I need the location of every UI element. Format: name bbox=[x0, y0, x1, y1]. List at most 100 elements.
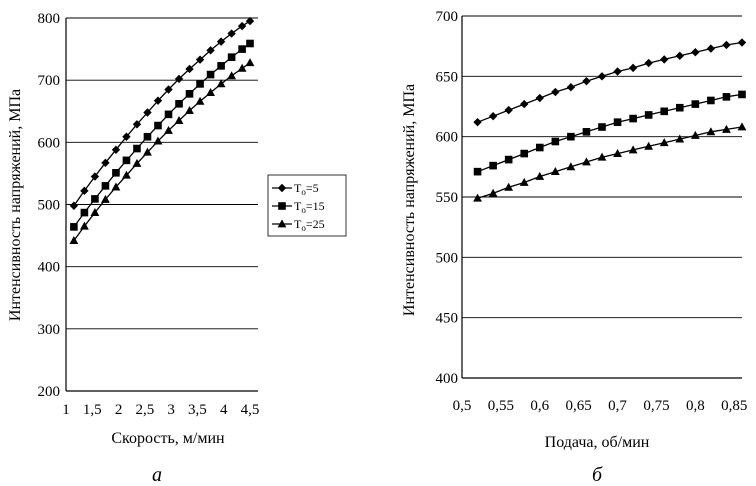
b-series-2-point bbox=[690, 130, 700, 139]
a-x-tick-label: 2 bbox=[115, 402, 123, 418]
b-series-2-point bbox=[582, 157, 591, 166]
legend-label-t25-sub: o bbox=[301, 223, 306, 233]
a-series-0-point bbox=[185, 64, 194, 74]
a-series-0-point bbox=[195, 55, 205, 64]
a-gridlines bbox=[66, 17, 258, 330]
b-series-2-point bbox=[597, 152, 607, 161]
a-series-2-point bbox=[143, 147, 152, 156]
b-series-2-point bbox=[504, 182, 514, 191]
b-x-tick-label: 0,85 bbox=[721, 398, 747, 414]
a-series-0-point bbox=[80, 186, 89, 196]
a-series-1-point bbox=[112, 168, 120, 177]
b-y-axis-title: Интенсивность напряжений, МПа bbox=[401, 84, 418, 316]
b-series-0-point bbox=[706, 44, 716, 53]
legend-label-t15: To=15 bbox=[294, 199, 325, 215]
a-x-tick-label: 4 bbox=[220, 402, 228, 418]
b-x-tick-label: 0,55 bbox=[488, 398, 514, 414]
b-series-0-line bbox=[477, 41, 743, 123]
b-series-1-point bbox=[629, 114, 637, 123]
b-series-1-line bbox=[477, 93, 743, 173]
a-series-2-point bbox=[153, 136, 163, 145]
a-series-1-point bbox=[246, 39, 254, 48]
a-series-group bbox=[69, 16, 255, 244]
b-series-0-point bbox=[504, 105, 513, 115]
b-series-2-point bbox=[473, 193, 482, 202]
a-series-0-point bbox=[227, 29, 236, 38]
a-panel-letter: а bbox=[152, 464, 162, 486]
a-series-2-point bbox=[216, 79, 226, 88]
a-series-2-point bbox=[185, 106, 194, 115]
a-series-0-line bbox=[73, 20, 251, 207]
a-y-tick-label: 400 bbox=[38, 260, 61, 276]
a-series-1-point bbox=[154, 121, 162, 130]
a-series-1-point bbox=[143, 132, 152, 141]
b-series-2-point bbox=[706, 127, 716, 136]
a-series-1-point bbox=[227, 53, 236, 61]
a-x-tick-label: 2,5 bbox=[135, 402, 154, 418]
a-series-2-point bbox=[174, 115, 184, 124]
b-series-0-point bbox=[551, 87, 560, 97]
a-series-1-point bbox=[133, 144, 141, 153]
b-series-1-point bbox=[707, 96, 715, 105]
a-series-2-point bbox=[111, 182, 121, 191]
b-series-2-point bbox=[519, 177, 529, 186]
legend-diamond-icon bbox=[277, 183, 287, 193]
b-y-tick-label: 400 bbox=[436, 371, 459, 387]
b-series-0-point bbox=[582, 76, 591, 86]
a-series-1-point bbox=[206, 70, 215, 79]
a-series-2-point bbox=[245, 58, 255, 67]
a-series-1-point bbox=[175, 99, 183, 108]
a-series-0-point bbox=[153, 96, 163, 105]
legend-label-t5-sub: o bbox=[301, 187, 306, 197]
b-series-1-point bbox=[738, 90, 746, 99]
b-series-0-point bbox=[737, 38, 747, 47]
legend-triangle-icon bbox=[277, 219, 287, 228]
a-series-0-point bbox=[164, 85, 173, 94]
b-x-tick-label: 0,5 bbox=[453, 398, 472, 414]
a-series-1-point bbox=[70, 223, 78, 231]
legend-entry-t25: To=25 bbox=[272, 217, 325, 233]
a-series-2-point bbox=[206, 88, 215, 96]
a-x-tick-label: 4,5 bbox=[241, 402, 260, 418]
b-series-0-point bbox=[473, 117, 482, 127]
a-series-1-point bbox=[80, 208, 89, 217]
b-series-1-point bbox=[567, 132, 575, 141]
a-series-1-point bbox=[101, 182, 110, 190]
a-series-2-point bbox=[195, 96, 205, 105]
legend-triangle-marker bbox=[277, 219, 287, 228]
a-series-0-point bbox=[101, 158, 110, 168]
legend-entry-t5: To=5 bbox=[272, 181, 319, 197]
a-series-1-point bbox=[185, 90, 194, 98]
b-series-1-point bbox=[473, 167, 482, 176]
b-series-0-point bbox=[691, 48, 700, 57]
b-series-2-point bbox=[722, 124, 731, 133]
b-series-1-point bbox=[644, 111, 653, 119]
b-series-0-point bbox=[520, 99, 529, 109]
a-x-tick-label: 3 bbox=[167, 402, 175, 418]
a-y-tick-label: 600 bbox=[38, 135, 61, 151]
b-x-tick-label: 0,65 bbox=[566, 398, 592, 414]
a-x-tick-labels: 1 1,5 2 2,5 3 3,5 4 4,5 bbox=[62, 402, 259, 418]
a-x-tick-label: 1,5 bbox=[83, 402, 102, 418]
b-y-tick-label: 500 bbox=[436, 250, 459, 266]
b-x-tick-label: 0,6 bbox=[530, 398, 549, 414]
b-series-0-point bbox=[660, 55, 669, 64]
b-x-tick-label: 0,7 bbox=[608, 398, 627, 414]
b-series-2-point bbox=[628, 145, 638, 154]
b-panel-letter: б bbox=[592, 464, 603, 486]
b-y-tick-label: 650 bbox=[436, 69, 459, 85]
a-series-0-point bbox=[245, 16, 255, 26]
a-series-1-point bbox=[122, 156, 131, 165]
legend-label-t5-main: T bbox=[294, 181, 302, 195]
b-series-0-point bbox=[675, 51, 684, 61]
a-series-2-point bbox=[132, 158, 142, 167]
b-series-1-point bbox=[598, 123, 606, 131]
b-series-1-point bbox=[691, 100, 700, 108]
b-series-2-point bbox=[550, 167, 560, 176]
a-y-tick-label: 300 bbox=[38, 322, 61, 338]
legend-label-t25: To=25 bbox=[294, 217, 325, 233]
b-series-0-point bbox=[566, 82, 576, 92]
a-y-tick-label: 800 bbox=[38, 11, 61, 27]
legend-entry-t15: To=15 bbox=[272, 199, 325, 215]
